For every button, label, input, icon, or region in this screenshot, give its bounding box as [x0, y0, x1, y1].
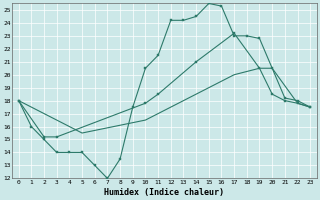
X-axis label: Humidex (Indice chaleur): Humidex (Indice chaleur)	[104, 188, 224, 197]
